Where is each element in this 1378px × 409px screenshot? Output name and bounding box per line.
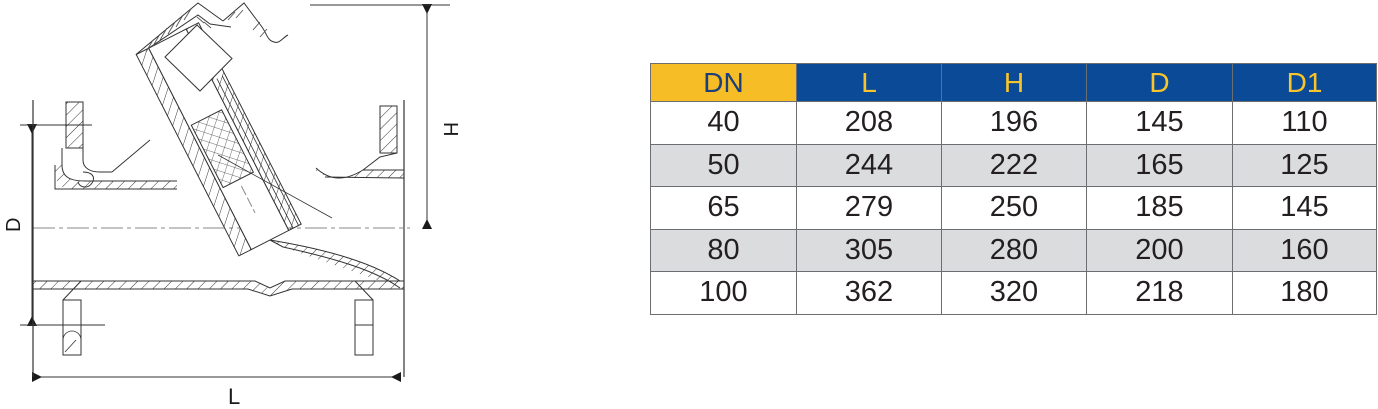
svg-text:D: D xyxy=(3,218,25,232)
svg-text:L: L xyxy=(228,384,240,409)
svg-text:H: H xyxy=(439,122,460,136)
